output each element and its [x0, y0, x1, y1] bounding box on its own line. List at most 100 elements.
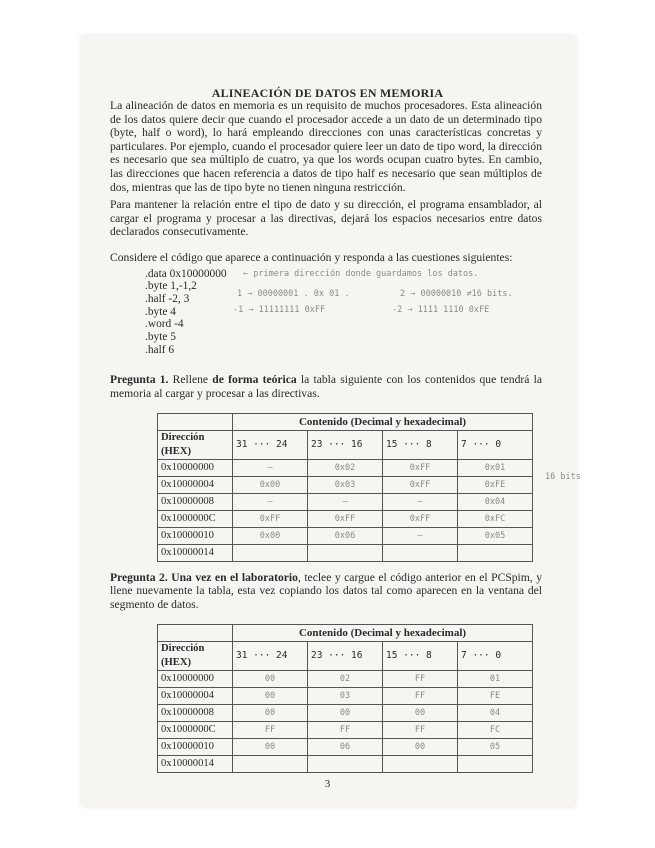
value-cell[interactable]: 0x05 — [457, 526, 533, 545]
value-cell[interactable]: 00 — [232, 670, 308, 689]
code-line: .word -4 — [145, 318, 184, 331]
column-header: 23 ··· 16 — [307, 429, 383, 460]
address-cell: 0x10000000 — [157, 458, 233, 477]
page-content: La alineación de datos en memoria es un … — [110, 99, 581, 774]
value-cell[interactable]: 00 — [382, 704, 458, 723]
column-header: Dirección (HEX) — [157, 429, 233, 460]
value-cell[interactable] — [232, 543, 308, 562]
value-cell[interactable] — [457, 755, 533, 774]
code-block: .data 0x10000000 .byte 1,-1,2 .half -2, … — [145, 268, 542, 357]
value-cell[interactable]: 0x04 — [457, 492, 533, 511]
column-header: 15 ··· 8 — [382, 641, 458, 672]
value-cell[interactable]: — — [232, 492, 308, 511]
code-line: .half 6 — [145, 343, 175, 356]
question-2: Pregunta 2. Una vez en el laboratorio, t… — [110, 571, 542, 612]
table-row: 0x10000010 00 06 00 05 — [157, 738, 533, 757]
value-cell[interactable]: 0xFF — [307, 509, 383, 528]
column-header: 31 ··· 24 — [232, 641, 308, 672]
address-cell: 0x10000010 — [157, 738, 233, 757]
value-cell[interactable] — [457, 543, 533, 562]
value-cell[interactable]: 05 — [457, 738, 533, 757]
address-cell: 0x10000014 — [157, 755, 233, 774]
value-cell[interactable]: 00 — [232, 687, 308, 706]
value-cell[interactable]: 0x06 — [307, 526, 383, 545]
value-cell[interactable]: — — [232, 458, 308, 477]
value-cell[interactable]: FF — [307, 721, 383, 740]
value-cell[interactable]: 0x00 — [232, 475, 308, 494]
value-cell[interactable]: 0xFF — [382, 509, 458, 528]
value-cell[interactable]: 04 — [457, 704, 533, 723]
value-cell[interactable]: 0xFC — [457, 509, 533, 528]
value-cell[interactable]: 02 — [307, 670, 383, 689]
value-cell[interactable]: 0x00 — [232, 526, 308, 545]
code-line: .byte 5 — [145, 331, 177, 344]
value-cell[interactable]: — — [382, 526, 458, 545]
column-header: 31 ··· 24 — [232, 429, 308, 460]
value-cell[interactable]: 0xFE — [457, 475, 533, 494]
table-row: 0x10000004 00 03 FF FE — [157, 687, 533, 706]
address-cell: 0x10000014 — [157, 543, 233, 562]
q1-emphasis: de forma teórica — [212, 373, 297, 387]
value-cell[interactable]: FE — [457, 687, 533, 706]
consider-text: Considere el código que aparece a contin… — [110, 250, 513, 264]
value-cell[interactable]: 0xFF — [382, 458, 458, 477]
column-header: 7 ··· 0 — [457, 429, 533, 460]
column-header-row: Dirección (HEX) 31 ··· 24 23 ··· 16 15 ··· … — [157, 429, 533, 460]
empty-cell — [157, 624, 233, 643]
table-row: 0x1000000C 0xFF 0xFF 0xFF 0xFC — [157, 509, 533, 528]
value-cell[interactable]: 00 — [232, 738, 308, 757]
address-cell: 0x10000000 — [157, 670, 233, 689]
value-cell[interactable]: 06 — [307, 738, 383, 757]
page-number: 3 — [324, 778, 331, 790]
value-cell[interactable]: 0x02 — [307, 458, 383, 477]
value-cell[interactable]: 00 — [232, 704, 308, 723]
code-line: .half -2, 3 — [145, 292, 190, 305]
value-cell[interactable] — [382, 755, 458, 774]
value-cell[interactable]: 03 — [307, 687, 383, 706]
value-cell[interactable]: 0xFF — [382, 475, 458, 494]
value-cell[interactable]: FF — [382, 687, 458, 706]
table-row: 0x10000008 00 00 00 04 — [157, 704, 533, 723]
table-header-row: Contenido (Decimal y hexadecimal) — [157, 412, 533, 431]
content-header: Contenido (Decimal y hexadecimal) — [232, 412, 533, 431]
value-cell[interactable]: 0xFF — [232, 509, 308, 528]
value-cell[interactable] — [307, 755, 383, 774]
address-cell: 0x10000004 — [157, 687, 233, 706]
value-cell[interactable]: FC — [457, 721, 533, 740]
value-cell[interactable] — [382, 543, 458, 562]
table-row: 0x10000010 0x00 0x06—0x05 — [157, 526, 533, 545]
handwritten-note: 1 → 00000001 . 0x 01 . — [237, 288, 350, 299]
value-cell[interactable] — [232, 755, 308, 774]
intro-paragraph-2: Para mantener la relación entre el tipo … — [110, 198, 542, 239]
value-cell[interactable]: — — [307, 492, 383, 511]
address-cell: 0x10000004 — [157, 475, 233, 494]
address-cell: 0x10000008 — [157, 704, 233, 723]
column-header: 15 ··· 8 — [382, 429, 458, 460]
handwritten-note: -1 → 11111111 0xFF — [233, 304, 326, 315]
value-cell[interactable]: 0x01 — [457, 458, 533, 477]
empty-cell — [157, 412, 233, 431]
handwritten-note: ← primera dirección donde guardamos los … — [243, 268, 479, 279]
q2-label: Pregunta 2. Una vez en el laboratorio — [110, 570, 298, 584]
column-header: Dirección (HEX) — [157, 641, 233, 672]
value-cell[interactable]: 01 — [457, 670, 533, 689]
code-line: .byte 4 — [145, 305, 177, 318]
table-row: 0x10000000—0x02 0xFF 0x01 — [157, 458, 533, 477]
address-cell: 0x10000010 — [157, 526, 233, 545]
table-row: 0x10000008— — —0x04 — [157, 492, 533, 511]
q1-text: la tabla siguiente con los contenidos qu… — [110, 373, 542, 401]
value-cell[interactable] — [307, 543, 383, 562]
table-1-wrapper: Contenido (Decimal y hexadecimal) Direcci… — [157, 412, 581, 562]
q1-text: Rellene — [172, 373, 209, 387]
value-cell[interactable]: — — [382, 492, 458, 511]
value-cell[interactable]: FF — [382, 721, 458, 740]
handwritten-note: 2 → 00000010 ≠16 bits. — [400, 288, 513, 299]
table-2-wrapper: Contenido (Decimal y hexadecimal) Direcci… — [157, 624, 542, 774]
value-cell[interactable]: 00 — [307, 704, 383, 723]
value-cell[interactable]: 0x03 — [307, 475, 383, 494]
code-line: .byte 1,-1,2 — [145, 280, 197, 293]
address-cell: 0x1000000C — [157, 721, 233, 740]
value-cell[interactable]: FF — [382, 670, 458, 689]
value-cell[interactable]: FF — [232, 721, 308, 740]
value-cell[interactable]: 00 — [382, 738, 458, 757]
